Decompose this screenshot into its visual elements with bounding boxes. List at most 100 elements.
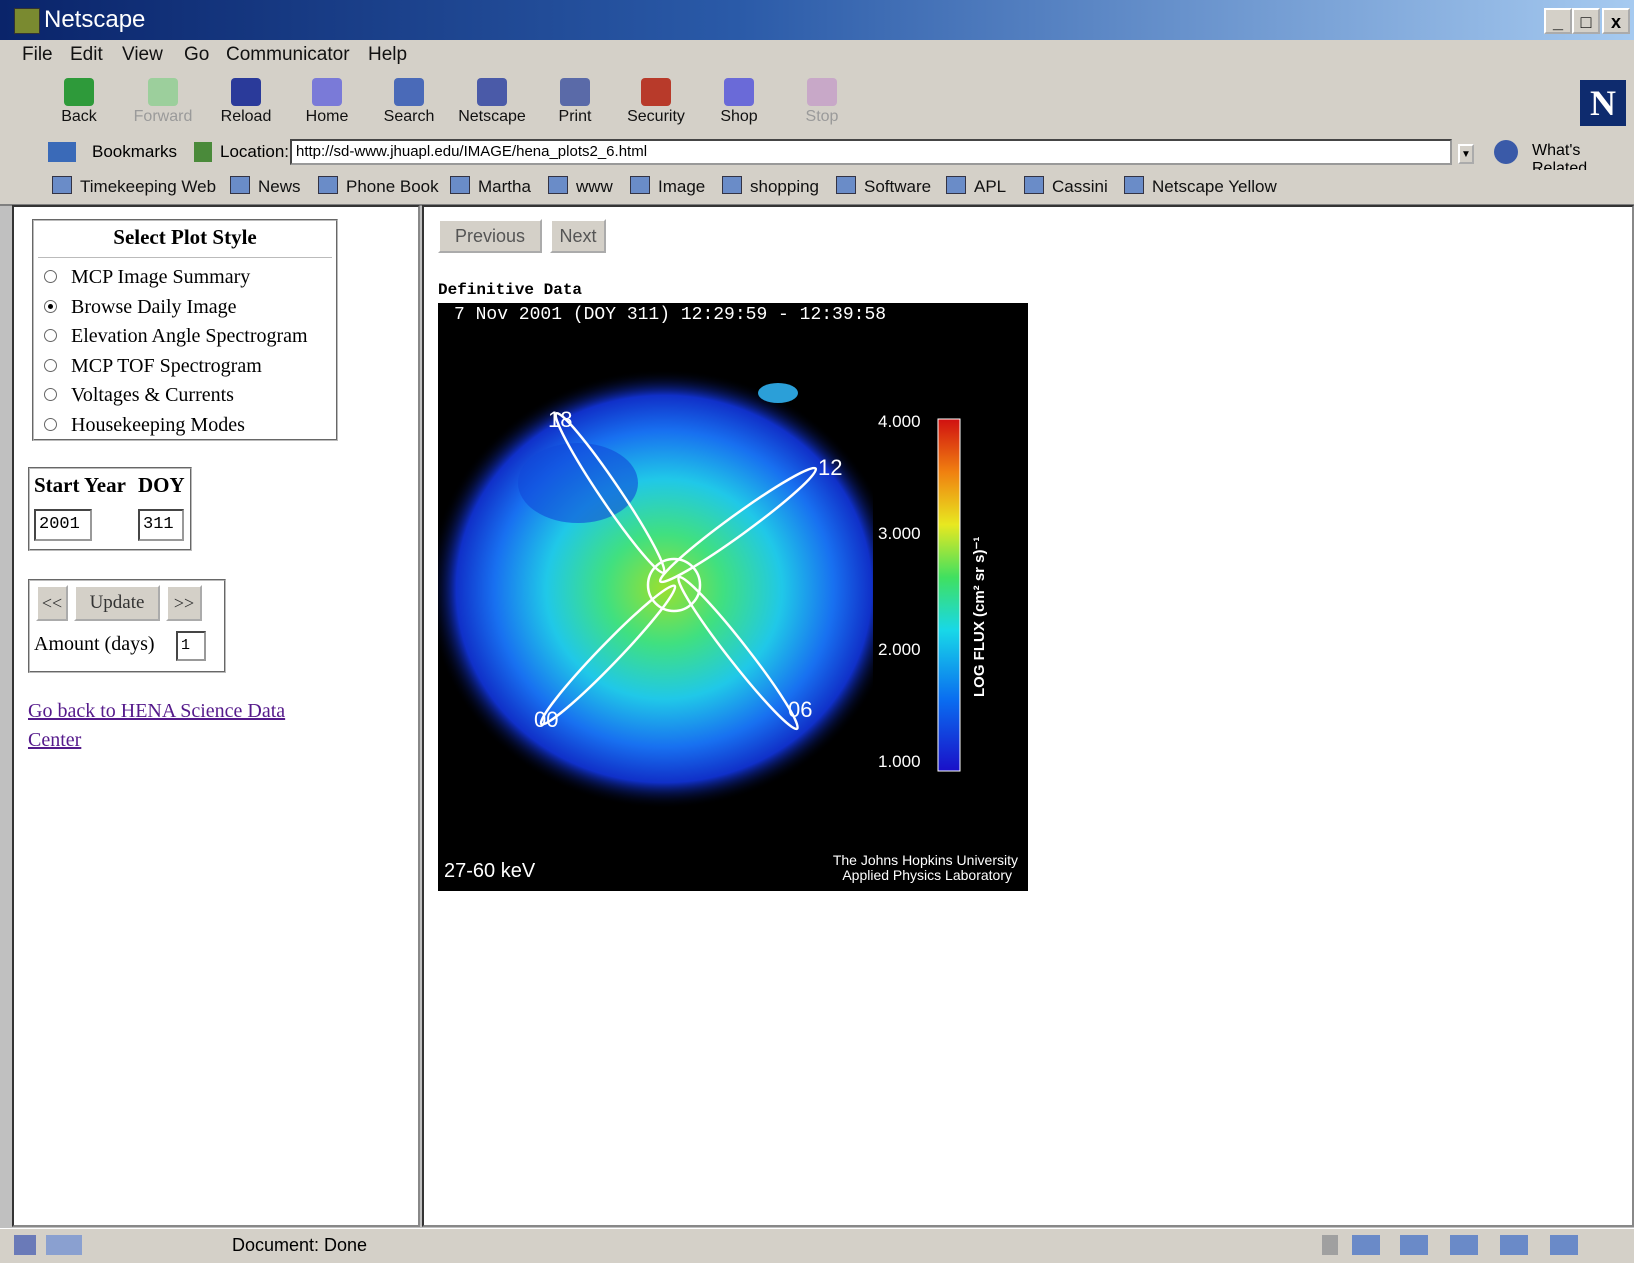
doy-input[interactable]: 311 [138,509,184,541]
menu-view[interactable]: View [122,44,163,65]
bookmark-www[interactable]: www [548,176,613,197]
newsgroups-icon[interactable] [1450,1235,1478,1255]
spacecraft-pointing-overlay [539,411,818,731]
bookmark-page-icon [52,176,72,194]
amount-input[interactable]: 1 [176,631,206,661]
location-url-input[interactable]: http://sd-www.jhuapl.edu/IMAGE/hena_plot… [290,139,1452,165]
location-label: Location: [220,142,289,161]
maximize-button[interactable]: □ [1572,8,1600,34]
bookmark-software[interactable]: Software [836,176,931,197]
previous-day-button[interactable]: << [36,585,68,621]
credit-line-2: Applied Physics Laboratory [842,867,1012,883]
radio-button[interactable] [44,388,57,401]
netscape-n-logo[interactable]: N [1580,80,1626,126]
label-06: 06 [788,697,812,722]
color-bar [937,418,961,772]
amount-label: Amount (days) [34,633,155,655]
security-button[interactable]: Security [617,78,695,132]
composer-icon[interactable] [1550,1235,1578,1255]
menu-help[interactable]: Help [368,44,408,65]
bookmarks-button[interactable]: Bookmarks [92,142,178,161]
netscape-icon [477,78,507,106]
mail-icon[interactable] [1400,1235,1428,1255]
connection-status-icon [46,1235,82,1255]
reload-icon [231,78,261,106]
folder-icon [946,176,966,194]
url-dropdown-arrow[interactable]: ▼ [1458,144,1474,164]
title-bar: Netscape _ □ x [0,0,1634,40]
credit-line-1: The Johns Hopkins University [833,852,1018,868]
radio-button[interactable] [44,270,57,283]
start-year-input[interactable]: 2001 [34,509,92,541]
bookmark-timekeeping-web[interactable]: Timekeeping Web [52,176,216,197]
image-header: 7 Nov 2001 (DOY 311) 12:29:59 - 12:39:58 [454,305,886,325]
minimize-button[interactable]: _ [1544,8,1572,34]
menu-file[interactable]: File [22,44,53,65]
update-button[interactable]: Update [74,585,160,621]
folder-icon [630,176,650,194]
colorbar-title: LOG FLUX (cm² sr s)⁻¹ [971,537,988,697]
menu-go[interactable]: Go [184,44,210,65]
folder-icon [722,176,742,194]
hena-image-graphic: 7 Nov 2001 (DOY 311) 12:29:59 - 12:39:58… [438,303,1028,891]
next-day-button[interactable]: >> [166,585,202,621]
bookmarks-icon [48,142,76,162]
radio-button[interactable] [44,358,57,372]
plot-style-option[interactable]: MCP TOF Spectrogram [44,352,308,382]
component-bar-grip-icon [1322,1235,1338,1255]
status-bar: Document: Done [0,1228,1634,1263]
shop-button[interactable]: Shop [700,78,778,132]
plot-style-option[interactable]: MCP Image Summary [44,263,308,293]
plot-style-option[interactable]: Voltages & Currents [44,381,308,411]
back-button[interactable]: Back [40,78,118,132]
home-button[interactable]: Home [288,78,366,132]
bookmark-martha[interactable]: Martha [450,176,531,197]
next-button[interactable]: Next [550,219,606,253]
plot-style-option[interactable]: Elevation Angle Spectrogram [44,322,308,352]
radio-button[interactable] [44,417,57,431]
bookmark-page-icon [318,176,338,194]
menu-edit[interactable]: Edit [70,44,103,65]
previous-button[interactable]: Previous [438,219,542,253]
forward-button[interactable]: Forward [124,78,202,132]
label-18: 18 [548,407,572,432]
bookmark-cassini[interactable]: Cassini [1024,176,1108,197]
bookmark-apl[interactable]: APL [946,176,1006,197]
radio-button-selected[interactable] [44,299,57,313]
bookmark-news[interactable]: News [230,176,301,197]
stop-button[interactable]: Stop [783,78,861,132]
back-arrow-icon [64,78,94,106]
menu-bar: File Edit View Go Communicator Help [0,40,1634,75]
radio-button[interactable] [44,329,57,342]
energy-range: 27-60 keV [444,860,536,882]
search-button[interactable]: Search [370,78,448,132]
left-frame: Select Plot Style MCP Image Summary Brow… [12,205,420,1227]
plot-style-option[interactable]: Browse Daily Image [44,293,308,323]
plot-style-panel: Select Plot Style MCP Image Summary Brow… [32,219,338,441]
bookmark-image[interactable]: Image [630,176,705,197]
print-button[interactable]: Print [536,78,614,132]
definitive-data-label: Definitive Data [438,281,583,299]
menu-communicator[interactable]: Communicator [226,44,350,65]
navigator-icon[interactable] [1352,1235,1380,1255]
printer-icon [560,78,590,106]
close-button[interactable]: x [1602,8,1630,34]
security-status-icon[interactable] [14,1235,36,1255]
update-panel: << Update >> Amount (days) 1 [28,579,226,673]
colorbar-tick-1: 1.000 [878,752,921,771]
reload-button[interactable]: Reload [207,78,285,132]
colorbar-tick-4: 4.000 [878,412,921,431]
netscape-button[interactable]: Netscape [453,78,531,132]
personal-toolbar: Timekeeping Web News Phone Book Martha w… [0,170,1634,206]
folder-icon [1024,176,1044,194]
plot-style-title: Select Plot Style [113,225,257,249]
bookmark-phone-book[interactable]: Phone Book [318,176,439,197]
search-icon [394,78,424,106]
whats-related-icon [1494,140,1518,164]
address-book-icon[interactable] [1500,1235,1528,1255]
bookmark-netscape-yellow[interactable]: Netscape Yellow [1124,176,1277,197]
bookmark-shopping[interactable]: shopping [722,176,819,197]
navigation-toolbar: Back Forward Reload Home Search Netscape… [0,74,1634,137]
plot-style-option[interactable]: Housekeeping Modes [44,411,308,441]
hena-back-link[interactable]: Go back to HENA Science Data Center [28,700,286,751]
